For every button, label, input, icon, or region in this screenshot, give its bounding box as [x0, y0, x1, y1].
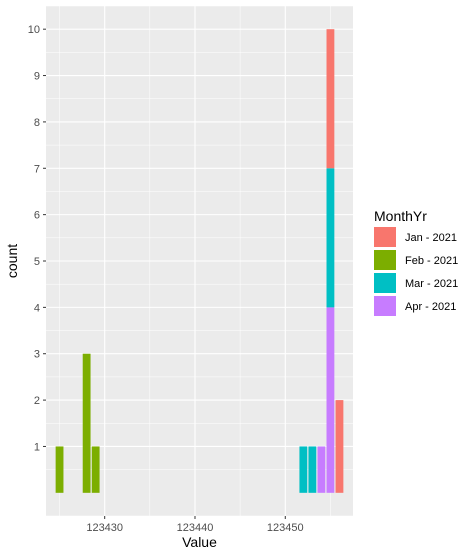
legend-swatch: [374, 227, 396, 247]
y-tick-label: 1: [34, 441, 40, 453]
legend-swatch: [374, 273, 396, 293]
histogram-bar: [308, 446, 317, 493]
legend-swatch: [374, 296, 396, 316]
x-tick-label: 123450: [267, 522, 304, 534]
histogram-bar: [317, 446, 326, 493]
legend-label: Mar - 2021: [405, 278, 458, 290]
histogram-bar: [82, 353, 91, 493]
y-tick-label: 8: [34, 117, 40, 129]
legend: MonthYr Jan - 2021 Feb - 2021 Mar - 2021 Ap…: [374, 208, 458, 316]
y-tick-label: 5: [34, 256, 40, 268]
y-axis: 1 2 3 4 5 6 7 8 9 10: [28, 24, 46, 453]
legend-swatch: [374, 250, 396, 270]
histogram-bar: [326, 29, 335, 169]
x-tick-label: 123430: [86, 522, 123, 534]
histogram-bar: [91, 446, 100, 493]
histogram-bar: [335, 400, 344, 493]
y-tick-label: 10: [28, 24, 40, 36]
histogram-bar: [299, 446, 308, 493]
legend-label: Apr - 2021: [405, 301, 456, 313]
legend-label: Jan - 2021: [405, 232, 457, 244]
histogram-bar: [326, 307, 335, 493]
y-axis-title: count: [4, 244, 20, 278]
y-tick-label: 9: [34, 71, 40, 83]
legend-label: Feb - 2021: [405, 255, 458, 267]
y-tick-label: 4: [34, 302, 40, 314]
histogram-bar: [55, 446, 64, 493]
y-tick-label: 6: [34, 210, 40, 222]
x-axis-title: Value: [182, 534, 217, 550]
x-tick-label: 123440: [177, 522, 214, 534]
y-tick-label: 3: [34, 349, 40, 361]
histogram-bar: [326, 168, 335, 308]
bars-group: [55, 29, 344, 493]
legend-title: MonthYr: [374, 208, 427, 224]
grid-lines: [46, 5, 353, 517]
x-axis: 123430 123440 123450: [86, 516, 304, 534]
y-tick-label: 7: [34, 163, 40, 175]
y-tick-label: 2: [34, 395, 40, 407]
